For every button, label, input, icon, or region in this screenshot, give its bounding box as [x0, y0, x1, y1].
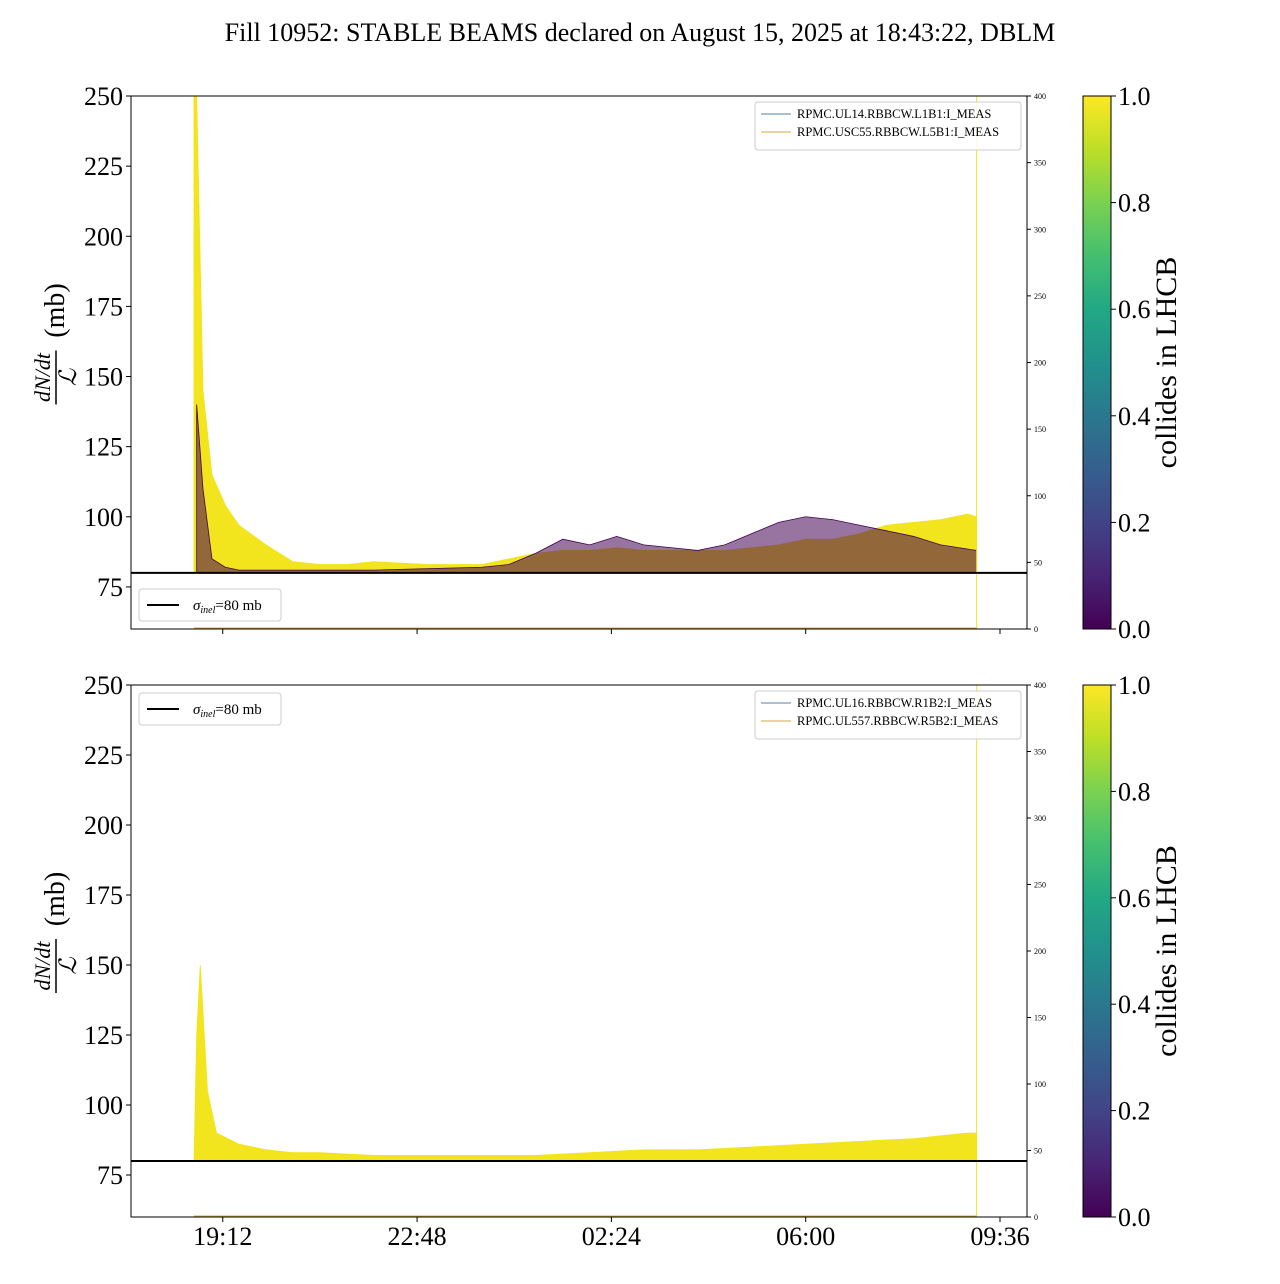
colorbar-tick-label: 0.6: [1118, 884, 1151, 913]
colorbar: 0.0 0.2 0.4 0.6 0.8 1.0 collides in LHCB: [1082, 671, 1183, 1232]
y-label-denominator: ℒ: [56, 957, 82, 975]
legend-entry: RPMC.UL14.RBBCW.L1B1:I_MEAS: [797, 107, 991, 121]
reference-legend-box: [138, 692, 282, 726]
colorbar-label: collides in LHCB: [1150, 257, 1183, 469]
y2-tick-label: 100: [1034, 1080, 1046, 1089]
y-label-numerator: dN/dt: [30, 352, 55, 402]
colorbar-tick-label: 0.2: [1118, 1097, 1151, 1126]
y-tick-label: 250: [84, 671, 123, 700]
plot-area: [193, 96, 978, 629]
legend-box: [754, 101, 1022, 151]
reference-legend-box: [138, 588, 282, 622]
x-tick-label: 09:36: [970, 1222, 1029, 1251]
legend-entry: RPMC.UL557.RBBCW.R5B2:I_MEAS: [797, 714, 998, 728]
x-tick-label: 22:48: [387, 1222, 446, 1251]
y2-tick-label: 200: [1034, 947, 1046, 956]
y-tick-label: 175: [84, 881, 123, 910]
y-tick-label: 125: [84, 433, 123, 462]
y2-tick-label: 250: [1034, 881, 1046, 890]
colorbar-tick-label: 1.0: [1118, 82, 1151, 111]
reference-legend: σinel=80 mb: [138, 692, 282, 726]
y-label-unit: (mb): [40, 283, 71, 337]
reference-legend-label: σinel=80 mb: [193, 598, 262, 616]
colorbar: 0.0 0.2 0.4 0.6 0.8 1.0 collides in LHCB: [1082, 82, 1183, 644]
colorbar-tick-label: 0.8: [1118, 777, 1151, 806]
y2-tick-label: 300: [1034, 225, 1046, 234]
y2-tick-label: 0: [1034, 625, 1038, 634]
y-tick-label: 225: [84, 152, 123, 181]
colorbar-tick-label: 0.2: [1118, 508, 1151, 537]
y-label-numerator: dN/dt: [30, 941, 55, 991]
reference-legend-label: σinel=80 mb: [193, 702, 262, 720]
y2-tick-label: 350: [1034, 748, 1046, 757]
y-tick-label: 75: [97, 573, 123, 602]
legend-entry: RPMC.USC55.RBBCW.L5B1:I_MEAS: [797, 125, 999, 139]
colorbar-gradient: [1082, 95, 1112, 630]
y-tick-label: 225: [84, 741, 123, 770]
series-legend: RPMC.UL14.RBBCW.L1B1:I_MEAS RPMC.USC55.RB…: [754, 101, 1022, 151]
y-tick-label: 150: [84, 951, 123, 980]
y2-tick-label: 400: [1034, 92, 1046, 101]
axes-frame: [130, 684, 1028, 1218]
y-tick-label: 75: [97, 1161, 123, 1190]
y-tick-label: 150: [84, 363, 123, 392]
y2-tick-label: 50: [1034, 558, 1042, 567]
y2-tick-label: 350: [1034, 159, 1046, 168]
colorbar-tick-label: 0.4: [1118, 402, 1151, 431]
colorbar-tick-label: 0.4: [1118, 990, 1151, 1019]
y-tick-label: 100: [84, 1091, 123, 1120]
y2-tick-label: 150: [1034, 425, 1046, 434]
y-label-denominator: ℒ: [56, 368, 82, 386]
x-tick-label: 06:00: [776, 1222, 835, 1251]
x-tick-label: 02:24: [582, 1222, 641, 1251]
legend-entry: RPMC.UL16.RBBCW.R1B2:I_MEAS: [797, 696, 992, 710]
band-noncollide: [196, 404, 978, 574]
colorbar-tick-label: 0.8: [1118, 189, 1151, 218]
y-tick-label: 175: [84, 292, 123, 321]
figure-title: Fill 10952: STABLE BEAMS declared on Aug…: [224, 18, 1056, 47]
series-legend: RPMC.UL16.RBBCW.R1B2:I_MEAS RPMC.UL557.RB…: [754, 690, 1022, 740]
colorbar-gradient: [1082, 684, 1112, 1218]
y2-tick-label: 100: [1034, 492, 1046, 501]
y2-tick-label: 50: [1034, 1147, 1042, 1156]
plot-area: [193, 685, 978, 1217]
colorbar-tick-label: 1.0: [1118, 671, 1151, 700]
band-collides: [193, 964, 978, 1162]
y2-tick-label: 0: [1034, 1213, 1038, 1222]
x-tick-label: 19:12: [193, 1222, 252, 1251]
colorbar-label: collides in LHCB: [1150, 845, 1183, 1057]
y2-tick-label: 200: [1034, 359, 1046, 368]
y-label-unit: (mb): [40, 872, 71, 926]
y-tick-label: 200: [84, 222, 123, 251]
colorbar-tick-label: 0.0: [1118, 615, 1151, 644]
y-tick-label: 200: [84, 811, 123, 840]
colorbar-tick-label: 0.0: [1118, 1203, 1151, 1232]
y-axis-label: dN/dt ℒ (mb): [30, 283, 82, 405]
y-axis-label: dN/dt ℒ (mb): [30, 872, 82, 993]
y-tick-label: 100: [84, 503, 123, 532]
reference-legend: σinel=80 mb: [138, 588, 282, 622]
y2-tick-label: 300: [1034, 814, 1046, 823]
y-tick-label: 125: [84, 1021, 123, 1050]
y2-tick-label: 400: [1034, 681, 1046, 690]
colorbar-tick-label: 0.6: [1118, 295, 1151, 324]
y-tick-label: 250: [84, 82, 123, 111]
y2-tick-label: 250: [1034, 292, 1046, 301]
panel-bottom: 75 100 125 150 175 200 225 250 0 50 100 150 200 250 30…: [30, 671, 1183, 1251]
band-collides: [193, 96, 978, 574]
legend-box: [754, 690, 1022, 740]
y2-tick-label: 150: [1034, 1014, 1046, 1023]
panel-top: 75 100 125 150 175 200 225 250 0 50 100 150 200 250 30…: [30, 82, 1183, 644]
